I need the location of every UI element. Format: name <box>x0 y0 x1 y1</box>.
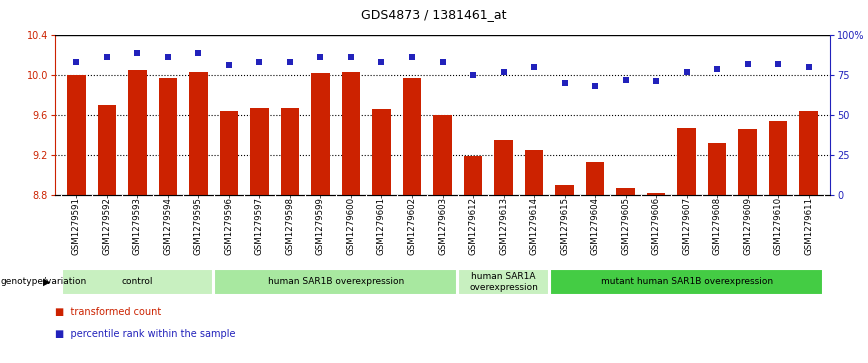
Text: GSM1279596: GSM1279596 <box>225 197 233 255</box>
Text: GSM1279604: GSM1279604 <box>590 197 600 255</box>
Point <box>771 61 785 67</box>
Point <box>649 78 663 84</box>
Bar <box>312 73 330 195</box>
Text: genotype/variation: genotype/variation <box>1 277 87 286</box>
FancyBboxPatch shape <box>62 269 213 295</box>
Text: GSM1279600: GSM1279600 <box>346 197 356 255</box>
Text: control: control <box>122 277 153 286</box>
Text: GSM1279610: GSM1279610 <box>773 197 783 255</box>
Point <box>496 69 510 75</box>
Text: GSM1279609: GSM1279609 <box>743 197 752 255</box>
Text: GSM1279607: GSM1279607 <box>682 197 691 255</box>
Point <box>710 66 724 72</box>
Text: GSM1279594: GSM1279594 <box>163 197 173 255</box>
Bar <box>708 143 727 195</box>
Text: GSM1279599: GSM1279599 <box>316 197 325 255</box>
Bar <box>342 72 360 195</box>
Bar <box>799 111 818 195</box>
Point <box>466 72 480 78</box>
Bar <box>769 121 787 195</box>
Point <box>283 59 297 65</box>
Text: GSM1279591: GSM1279591 <box>72 197 81 255</box>
Bar <box>739 129 757 195</box>
Bar <box>189 72 207 195</box>
Bar <box>98 105 116 195</box>
Text: GSM1279608: GSM1279608 <box>713 197 721 255</box>
Text: GSM1279595: GSM1279595 <box>194 197 203 255</box>
Text: GSM1279598: GSM1279598 <box>286 197 294 255</box>
FancyBboxPatch shape <box>550 269 823 295</box>
Bar <box>67 75 86 195</box>
Point <box>69 59 83 65</box>
Text: GSM1279611: GSM1279611 <box>804 197 813 255</box>
Bar <box>647 193 665 195</box>
Bar <box>280 108 299 195</box>
Text: ▶: ▶ <box>43 277 50 287</box>
Bar <box>159 78 177 195</box>
Point <box>740 61 754 67</box>
Text: GSM1279602: GSM1279602 <box>407 197 417 255</box>
FancyBboxPatch shape <box>214 269 457 295</box>
Point <box>130 50 144 56</box>
Point <box>253 59 266 65</box>
Bar <box>525 150 543 195</box>
Point <box>619 77 633 83</box>
Point <box>313 54 327 60</box>
Point <box>161 54 174 60</box>
Text: human SAR1A
overexpression: human SAR1A overexpression <box>469 272 538 292</box>
Text: GDS4873 / 1381461_at: GDS4873 / 1381461_at <box>361 8 507 21</box>
Point <box>802 64 816 70</box>
Bar <box>250 108 268 195</box>
Text: GSM1279603: GSM1279603 <box>438 197 447 255</box>
Bar <box>495 140 513 195</box>
Point <box>557 80 571 86</box>
Text: GSM1279605: GSM1279605 <box>621 197 630 255</box>
Bar <box>403 78 421 195</box>
FancyBboxPatch shape <box>458 269 549 295</box>
Text: GSM1279597: GSM1279597 <box>255 197 264 255</box>
Text: GSM1279614: GSM1279614 <box>529 197 538 255</box>
Point <box>100 54 114 60</box>
Point <box>589 83 602 89</box>
Text: GSM1279592: GSM1279592 <box>102 197 111 255</box>
Text: GSM1279612: GSM1279612 <box>469 197 477 255</box>
Bar <box>433 115 451 195</box>
Point <box>374 59 388 65</box>
Bar <box>616 188 635 195</box>
Bar <box>128 70 147 195</box>
Text: mutant human SAR1B overexpression: mutant human SAR1B overexpression <box>601 277 773 286</box>
Text: ■  percentile rank within the sample: ■ percentile rank within the sample <box>55 329 235 339</box>
Text: human SAR1B overexpression: human SAR1B overexpression <box>267 277 404 286</box>
Text: GSM1279606: GSM1279606 <box>652 197 661 255</box>
Text: GSM1279601: GSM1279601 <box>377 197 386 255</box>
Text: GSM1279593: GSM1279593 <box>133 197 141 255</box>
Point <box>222 62 236 68</box>
Bar <box>220 111 238 195</box>
Point <box>405 54 419 60</box>
Text: GSM1279613: GSM1279613 <box>499 197 508 255</box>
Text: ■  transformed count: ■ transformed count <box>55 307 161 317</box>
Point <box>344 54 358 60</box>
Point <box>527 64 541 70</box>
Bar <box>677 128 696 195</box>
Point <box>436 59 450 65</box>
Bar <box>556 185 574 195</box>
Point <box>680 69 694 75</box>
Bar <box>586 162 604 195</box>
Bar <box>372 109 391 195</box>
Bar <box>464 156 482 195</box>
Text: GSM1279615: GSM1279615 <box>560 197 569 255</box>
Point <box>192 50 206 56</box>
